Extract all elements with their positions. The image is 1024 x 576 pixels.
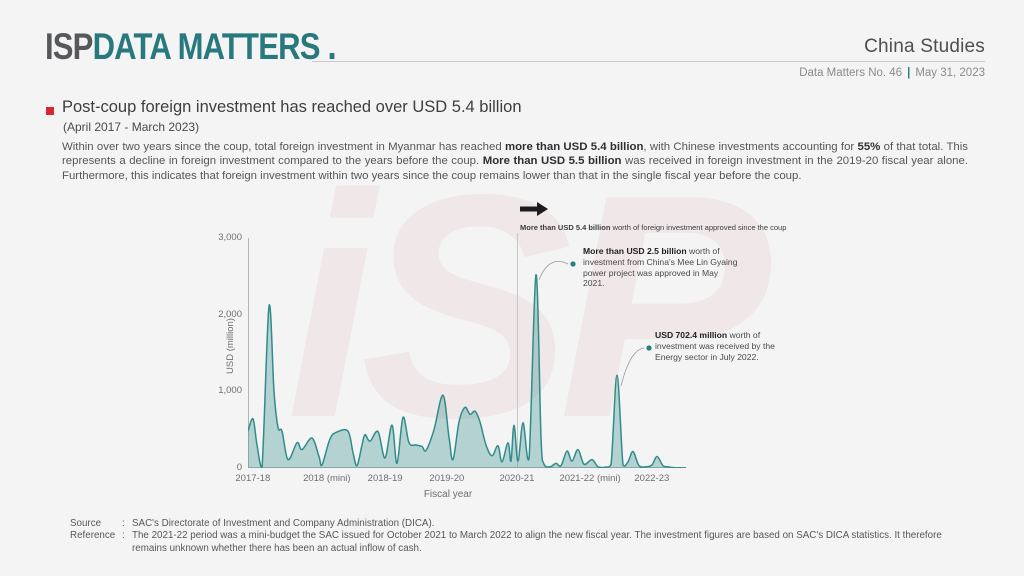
footer-notes: Source : SAC's Directorate of Investment… — [70, 518, 970, 555]
mee-lin-gyaing-note-bold: More than USD 2.5 billion — [583, 246, 687, 256]
issue-date: May 31, 2023 — [915, 67, 985, 79]
x-tick-label: 2019-20 — [429, 473, 465, 484]
x-tick-label: 2020-21 — [499, 473, 535, 484]
energy-sector-note-rest: worth of investment was received by the … — [655, 330, 775, 362]
logo-isp: ISP — [45, 26, 93, 67]
x-tick-label: 2022-23 — [634, 473, 670, 484]
issue-line: Data Matters No. 46 | May 31, 2023 — [799, 67, 985, 79]
source-text: SAC's Directorate of Investment and Comp… — [132, 518, 435, 529]
x-axis-tick-labels: 2017-18 2018 (mini) 2018-19 2019-20 2020-21 2… — [235, 473, 686, 487]
program-title: China Studies — [864, 36, 985, 57]
page-subtitle: (April 2017 - March 2023) — [63, 120, 200, 134]
page-title: Post-coup foreign investment has reached… — [62, 98, 522, 116]
reference-label: Reference — [70, 530, 116, 542]
y-axis-title: USD (million) — [225, 318, 236, 374]
coup-total-note: More than USD 5.4 billion worth of forei… — [520, 223, 820, 232]
coup-reference-line — [516, 233, 518, 467]
logo-dot: . — [327, 24, 336, 68]
source-colon: : — [122, 518, 125, 529]
arrow-icon — [520, 202, 550, 221]
red-square-bullet — [46, 107, 54, 115]
summary-paragraph: Within over two years since the coup, to… — [62, 141, 968, 182]
x-tick-label: 2018-19 — [367, 473, 403, 484]
source-row: Source : SAC's Directorate of Investment… — [70, 518, 970, 530]
mee-lin-gyaing-note-rest: worth of investment from China's Mee Lin… — [583, 246, 738, 289]
y-axis-tick-labels: 0 1,000 2,000 3,000 — [198, 232, 242, 473]
y-tick-label: 2,000 — [218, 308, 242, 320]
issue-number: Data Matters No. 46 — [799, 67, 903, 79]
reference-row: Reference : The 2021-22 period was a min… — [70, 530, 970, 555]
issue-separator: | — [907, 67, 911, 79]
reference-text: The 2021-22 period was a mini-budget the… — [132, 530, 942, 554]
x-tick-label: 2017-18 — [235, 473, 271, 484]
x-axis-title: Fiscal year — [423, 489, 473, 500]
energy-sector-note-bold: USD 702.4 million — [655, 330, 728, 340]
mee-lin-gyaing-note: More than USD 2.5 billion worth of inves… — [583, 246, 741, 289]
foreign-investment-area-chart — [248, 274, 686, 468]
energy-sector-note: USD 702.4 million worth of investment wa… — [655, 330, 793, 362]
reference-colon: : — [122, 530, 125, 542]
x-tick-label: 2021-22 (mini) — [559, 473, 621, 484]
isp-data-matters-logo: ISPDATA MATTERS . — [45, 24, 337, 68]
y-tick-label: 3,000 — [218, 232, 242, 243]
x-axis-line — [248, 467, 686, 468]
x-tick-label: 2018 (mini) — [303, 473, 351, 484]
logo-data-matters: DATA MATTERS — [92, 26, 321, 67]
coup-total-note-bold: More than USD 5.4 billion — [520, 223, 611, 232]
area-outline — [248, 274, 686, 468]
y-tick-label: 0 — [236, 462, 242, 473]
y-tick-label: 1,000 — [218, 385, 242, 397]
source-label: Source — [70, 518, 102, 529]
header-divider — [312, 61, 985, 62]
y-axis-line — [248, 238, 249, 468]
area-fill — [248, 274, 686, 468]
coup-total-note-rest: worth of foreign investment approved sin… — [610, 223, 787, 232]
isp-watermark: iSP — [286, 129, 771, 484]
